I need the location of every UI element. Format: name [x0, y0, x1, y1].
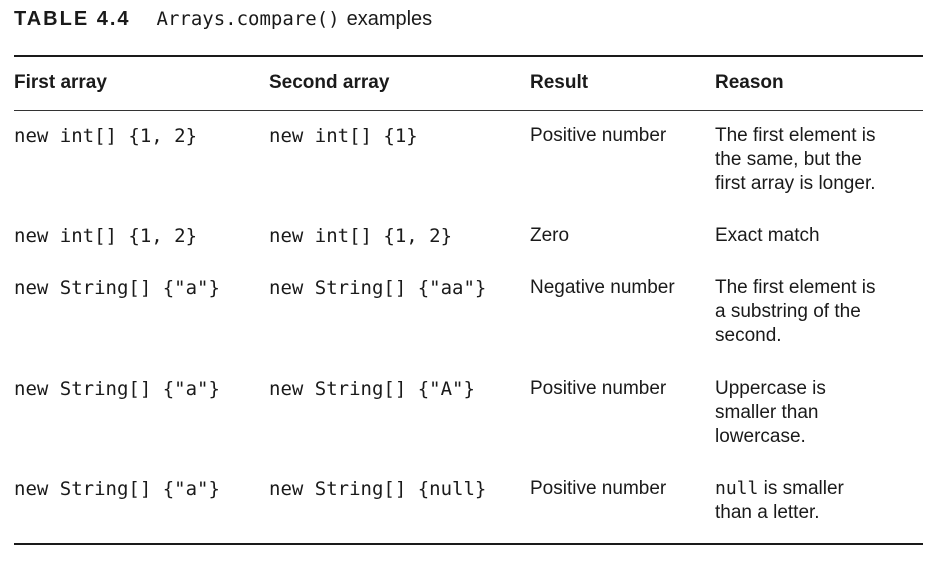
table-top-rule — [14, 55, 923, 57]
header-reason: Reason — [715, 72, 784, 93]
row3-reason: The first element is a substring of the … — [715, 276, 915, 348]
row3-first-array: new String[] {"a"} — [14, 277, 220, 299]
row4-reason-line2: smaller than — [715, 402, 819, 423]
row4-second-array: new String[] {"A"} — [269, 378, 475, 400]
row3-reason-line2: a substring of the — [715, 301, 861, 322]
row1-second-array: new int[] {1} — [269, 125, 418, 147]
row3-reason-line3: second. — [715, 325, 782, 346]
row1-reason-line2: the same, but the — [715, 149, 862, 170]
row1-result: Positive number — [530, 125, 667, 146]
row3-second-array: new String[] {"aa"} — [269, 277, 487, 299]
row4-reason-line1: Uppercase is — [715, 378, 826, 399]
row1-first-array: new int[] {1, 2} — [14, 125, 198, 147]
row4-first-array: new String[] {"a"} — [14, 378, 220, 400]
row5-reason-line1-text: is smaller — [758, 478, 844, 499]
row4-result: Positive number — [530, 378, 667, 399]
row5-second-array: new String[] {null} — [269, 478, 487, 500]
table-title-code: Arrays.compare() — [156, 8, 340, 30]
row2-reason: Exact match — [715, 224, 915, 248]
table-number: TABLE 4.4 — [14, 8, 131, 30]
row1-reason-line1: The first element is — [715, 125, 876, 146]
header-first-array: First array — [14, 72, 107, 93]
header-result: Result — [530, 72, 589, 93]
table-title-text: examples — [346, 8, 433, 30]
row3-result: Negative number — [530, 277, 675, 298]
table-bottom-rule — [14, 543, 923, 545]
row2-second-array: new int[] {1, 2} — [269, 225, 453, 247]
row5-reason-line2: than a letter. — [715, 502, 820, 523]
row5-reason-null-code: null — [715, 478, 759, 499]
row4-reason: Uppercase is smaller than lowercase. — [715, 377, 915, 449]
row4-reason-line3: lowercase. — [715, 426, 806, 447]
row2-first-array: new int[] {1, 2} — [14, 225, 198, 247]
row2-reason-line1: Exact match — [715, 225, 820, 246]
row1-reason: The first element is the same, but the f… — [715, 124, 915, 196]
header-second-array: Second array — [269, 72, 390, 93]
row3-reason-line1: The first element is — [715, 277, 876, 298]
row2-result: Zero — [530, 225, 570, 246]
table-caption: TABLE 4.4 Arrays.compare() examples — [14, 8, 432, 34]
row5-reason-line1: null is smaller — [715, 477, 915, 501]
row1-reason-line3: first array is longer. — [715, 173, 876, 194]
row5-result: Positive number — [530, 478, 667, 499]
row5-first-array: new String[] {"a"} — [14, 478, 220, 500]
row5-reason: null is smaller than a letter. — [715, 477, 915, 525]
header-rule — [14, 110, 923, 111]
